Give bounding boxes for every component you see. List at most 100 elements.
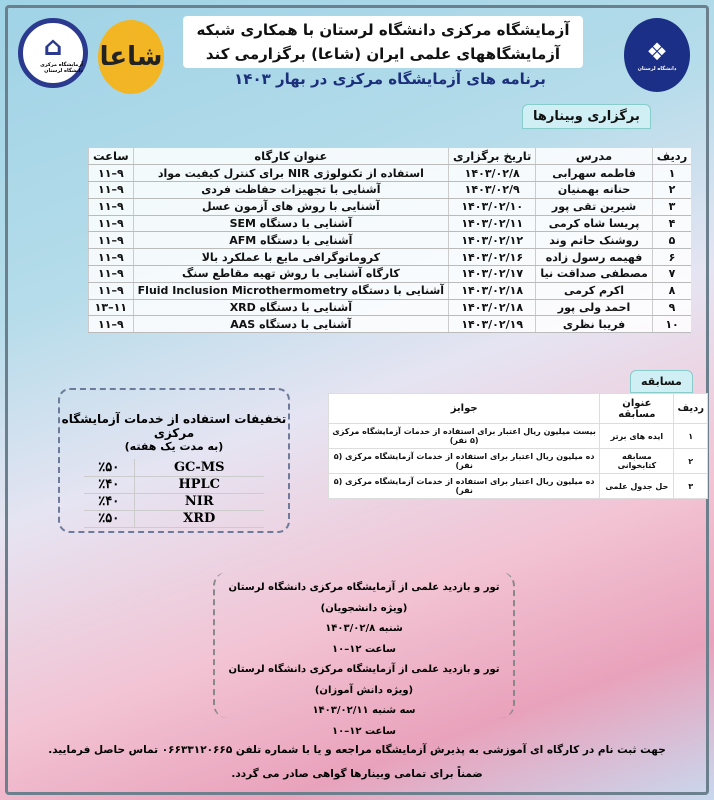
table-cell: ۹–۱۱ <box>88 164 134 183</box>
discounts-table: ٪۵۰ GC-MS ٪۴۰ HPLC ٪۴۰ NIR ٪۵۰ XRD <box>84 459 264 528</box>
table-cell: ۹–۱۱ <box>88 248 134 267</box>
table-cell: ۱۰ <box>651 315 692 334</box>
table-cell: ٪۵۰ <box>84 459 135 477</box>
webinar-row: ۸ اکرم کرمی ۱۴۰۳/۰۲/۱۸ آشنایی با دستگاه Flu… <box>88 282 692 300</box>
table-cell: NIR <box>134 493 264 511</box>
table-cell: ۳ <box>651 198 692 216</box>
table-cell: آشنایی با روش های آزمون عسل <box>132 198 449 216</box>
table-cell: ۹–۱۱ <box>88 231 134 250</box>
table-cell: ۱۴۰۳/۰۲/۱۸ <box>448 299 536 317</box>
table-cell: XRD <box>134 510 264 528</box>
table-cell: آشنایی با دستگاه Fluid Inclusion Microth… <box>132 282 449 300</box>
table-cell: ۱ <box>673 423 708 449</box>
table-cell: ۲ <box>673 448 708 474</box>
webinar-row: ۶ فهیمه رسول زاده ۱۴۰۳/۰۲/۱۶ کروماتوگرافی م… <box>88 248 692 267</box>
tour-line: سه شنبه ۱۴۰۳/۰۲/۱۱ <box>312 705 416 716</box>
central-lab-logo: ⌂ آزمایشگاه مرکزی دانشگاه لرستان <box>18 18 88 88</box>
competition-row: ۱ ایده های برتر بیست میلیون ریال اعتبار بر… <box>327 423 708 449</box>
table-cell: آشنایی با دستگاه SEM <box>132 215 449 233</box>
table-cell: ۱۴۰۳/۰۲/۱۹ <box>448 315 536 334</box>
competition-section-label: مسابقه <box>630 370 693 393</box>
table-cell: ۹–۱۱ <box>88 282 134 300</box>
table-cell: ایده های برتر <box>599 423 675 449</box>
table-cell: استفاده از تکنولوژی NIR برای کنترل کیفیت… <box>132 164 449 183</box>
table-cell: فاطمه سهرابی <box>535 164 653 183</box>
col-header: عنوان مسابقه <box>599 393 675 424</box>
col-header: ردیف <box>673 393 708 424</box>
competition-table: ردیف عنوان مسابقه جوایز ۱ ایده های برتر بی… <box>327 393 708 499</box>
competition-row: ۲ مسابقه کتابخوانی ده میلیون ریال اعتبار ب… <box>327 448 708 474</box>
table-cell: ده میلیون ریال اعتبار برای استفاده از خد… <box>327 448 601 474</box>
table-cell: ۹–۱۱ <box>88 315 134 334</box>
webinar-row: ۲ حنانه بهمنیان ۱۴۰۳/۰۲/۹ آشنایی با تجهیزات… <box>88 181 692 199</box>
table-cell: ۶ <box>651 248 692 267</box>
tour-line: شنبه ۱۴۰۳/۰۲/۸ <box>325 623 403 634</box>
footer-line: ضمناً برای تمامی وبینارها گواهی صادر می … <box>231 768 483 780</box>
webinar-row: ۴ پریسا شاه کرمی ۱۴۰۳/۰۲/۱۱ آشنایی با دستگا… <box>88 215 692 233</box>
webinar-row: ۵ روشنک حاتم وند ۱۴۰۳/۰۲/۱۲ آشنایی با دستگا… <box>88 231 692 250</box>
discount-row: ٪۵۰ GC-MS <box>84 459 264 477</box>
table-cell: ٪۴۰ <box>84 493 135 511</box>
table-cell: ۵ <box>651 231 692 250</box>
table-cell: ۱۴۰۳/۰۲/۱۷ <box>448 265 536 283</box>
col-header: عنوان کارگاه <box>132 148 449 166</box>
webinar-row: ۷ مصطفی صداقت نیا ۱۴۰۳/۰۲/۱۷ کارگاه آشنایی … <box>88 265 692 283</box>
table-cell: ۹–۱۱ <box>88 198 134 216</box>
table-cell: پریسا شاه کرمی <box>535 215 653 233</box>
discount-row: ٪۴۰ HPLC <box>84 476 264 494</box>
table-cell: ۳ <box>673 473 708 499</box>
table-cell: مسابقه کتابخوانی <box>599 448 675 474</box>
table-cell: روشنک حاتم وند <box>535 231 653 250</box>
table-cell: ٪۴۰ <box>84 476 135 494</box>
footer-line: جهت ثبت نام در کارگاه ای آموزشی به پذیرش… <box>48 744 666 756</box>
col-header: تاریخ برگزاری <box>448 148 536 166</box>
discounts-title: تخفیفات استفاده از خدمات آزمایشگاه مرکزی <box>61 412 287 440</box>
col-header: ردیف <box>651 148 692 166</box>
table-cell: حنانه بهمنیان <box>535 181 653 199</box>
table-cell: ۱۴۰۳/۰۲/۸ <box>448 164 536 183</box>
table-cell: ۹ <box>651 299 692 317</box>
table-cell: آشنایی با تجهیزات حفاظت فردی <box>132 181 449 199</box>
table-cell: ۸ <box>651 282 692 300</box>
table-cell: ۱۴۰۳/۰۲/۱۰ <box>448 198 536 216</box>
table-cell: HPLC <box>134 476 264 494</box>
table-cell: ۹–۱۱ <box>88 181 134 199</box>
table-cell: احمد ولی پور <box>535 299 653 317</box>
table-cell: ۱ <box>651 164 692 183</box>
page-subtitle: برنامه های آزمایشگاه مرکزی در بهار ۱۴۰۳ <box>234 70 546 88</box>
webinar-row: ۳ شیرین تقی پور ۱۴۰۳/۰۲/۱۰ آشنایی با روش ها… <box>88 198 692 216</box>
tour-line: ساعت ۱۲–۱۰ <box>332 643 396 655</box>
table-cell: ۱۴۰۳/۰۲/۱۸ <box>448 282 536 300</box>
competition-row: ۳ حل جدول علمی ده میلیون ریال اعتبار برای … <box>327 473 708 499</box>
table-cell: ۱۴۰۳/۰۲/۱۱ <box>448 215 536 233</box>
webinar-row: ۱۰ فریبا نظری ۱۴۰۳/۰۲/۱۹ آشنایی با دستگاه A… <box>88 315 692 334</box>
table-cell: ٪۵۰ <box>84 510 135 528</box>
page-title: آزمایشگاه مرکزی دانشگاه لرستان با همکاری… <box>183 16 583 68</box>
webinars-section-label: برگزاری وبینارها <box>522 104 651 129</box>
webinar-row: ۹ احمد ولی پور ۱۴۰۳/۰۲/۱۸ آشنایی با دستگاه … <box>88 299 692 317</box>
table-cell: ۱۴۰۳/۰۲/۱۲ <box>448 231 536 250</box>
discounts-subtitle: (به مدت یک هفته) <box>124 440 224 453</box>
lorestan-university-logo: ❖ دانشگاه لرستان <box>624 18 690 92</box>
table-cell: ده میلیون ریال اعتبار برای استفاده از خد… <box>327 473 601 499</box>
table-cell: ۱۱–۱۳ <box>88 299 134 317</box>
table-cell: ۴ <box>651 215 692 233</box>
col-header: ساعت <box>88 148 134 166</box>
webinar-row: ۱ فاطمه سهرابی ۱۴۰۳/۰۲/۸ استفاده از تکنولوژ… <box>88 164 692 183</box>
table-cell: ۹–۱۱ <box>88 215 134 233</box>
table-cell: کروماتوگرافی مایع با عملکرد بالا <box>132 248 449 267</box>
table-cell: GC-MS <box>134 459 264 477</box>
table-cell: مصطفی صداقت نیا <box>535 265 653 283</box>
table-cell: اکرم کرمی <box>535 282 653 300</box>
table-cell: حل جدول علمی <box>599 473 675 499</box>
footer-note: جهت ثبت نام در کارگاه ای آموزشی به پذیرش… <box>20 738 694 786</box>
tours-box: تور و بازدید علمی از آزمایشگاه مرکزی دان… <box>213 572 515 737</box>
table-cell: ۷ <box>651 265 692 283</box>
col-header: جوایز <box>327 393 601 424</box>
table-cell: کارگاه آشنایی با روش تهیه مقاطع سنگ <box>132 265 449 283</box>
col-header: مدرس <box>535 148 653 166</box>
tour-line: تور و بازدید علمی از آزمایشگاه مرکزی دان… <box>228 664 500 696</box>
shaa-logo: ﺷﺎﻋﺎ <box>98 20 164 94</box>
table-cell: ۱۴۰۳/۰۲/۹ <box>448 181 536 199</box>
discount-row: ٪۴۰ NIR <box>84 493 264 511</box>
